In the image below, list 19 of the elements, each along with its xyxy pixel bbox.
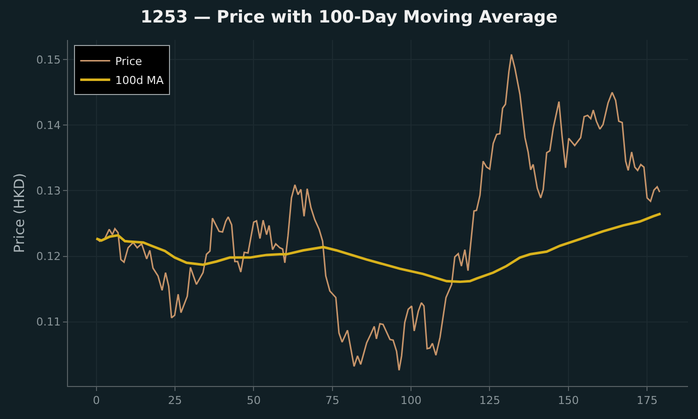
- x-tick-label: 0: [92, 394, 100, 408]
- chart-title: 1253 — Price with 100-Day Moving Average: [140, 7, 558, 28]
- y-axis-title: Price (HKD): [12, 172, 28, 254]
- y-tick-label: 0.15: [36, 54, 61, 67]
- x-tick-label: 175: [636, 394, 658, 408]
- line-series: [96, 54, 660, 372]
- x-tick-label: 75: [325, 394, 340, 408]
- x-tick-label: 50: [246, 394, 261, 408]
- x-tick-label: 25: [168, 394, 182, 408]
- y-tick-label: 0.12: [36, 250, 61, 264]
- y-tick-label: 0.11: [36, 316, 61, 329]
- x-tick-label: 100: [400, 394, 422, 408]
- line-series: [95, 212, 662, 284]
- x-tick-label: 125: [479, 394, 500, 408]
- y-tick-label: 0.13: [36, 184, 61, 198]
- y-tick-label: 0.14: [36, 119, 61, 132]
- legend-label: Price: [115, 54, 142, 68]
- x-tick-label: 150: [558, 394, 579, 408]
- legend-label: 100d MA: [115, 74, 164, 87]
